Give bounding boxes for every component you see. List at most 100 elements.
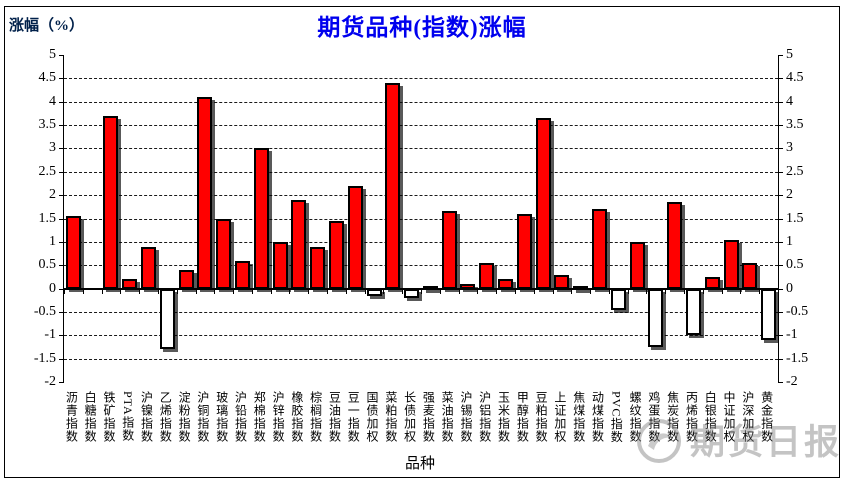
y-tick-label-left: -1.5 [33,350,56,366]
y-tick [59,358,64,360]
y-tick-label-left: 1 [49,233,56,249]
y-tick [59,311,64,313]
y-tick-label-left: 2 [49,187,56,203]
y-tick-label-left: 1.5 [38,210,57,226]
bar-焦炭指数 [667,202,683,289]
y-tick [778,288,783,290]
bar-豆粕指数 [535,118,551,289]
category-tick [778,289,779,294]
y-tick-label-right: -1.5 [786,350,809,366]
category-tick [740,289,742,294]
category-label: 甲醇指数 [515,391,530,443]
category-label: 鸡蛋指数 [646,391,661,443]
grid-line [64,265,778,267]
category-label: 沪铅指数 [233,391,248,443]
y-tick [59,265,64,267]
bar-黄金指数 [761,288,777,340]
category-tick [176,289,178,294]
category-label: PVC指数 [609,391,624,444]
category-tick [345,289,347,294]
category-label: 沪镍指数 [139,391,154,443]
grid-line [64,218,778,220]
category-tick [383,289,385,294]
bar-鸡蛋指数 [648,288,664,347]
category-tick [101,289,103,294]
category-label: 菜油指数 [440,391,455,443]
category-tick [665,289,667,294]
bar-豆一指数 [347,185,363,289]
y-tick-label-left: -2 [44,374,56,389]
category-label: 白银指数 [703,391,718,443]
category-label: 乙烯指数 [158,391,173,443]
y-tick-label-left: -0.5 [33,303,56,319]
category-label: 沪锌指数 [271,391,286,443]
category-label: 豆油指数 [327,391,342,443]
bar-甲醇指数 [516,213,532,289]
category-label: 上证加权 [552,391,567,443]
y-tick-label-left: 5 [49,47,56,62]
y-tick [59,335,64,337]
category-label: 淀粉指数 [177,391,192,443]
category-tick [308,289,310,294]
grid-line [64,335,778,337]
category-tick [251,289,253,294]
bar-白银指数 [704,276,720,289]
bar-长债加权 [404,288,420,298]
grid-line [64,195,778,197]
y-tick [778,195,783,197]
category-tick [195,289,197,294]
bar-沪镍指数 [141,246,157,289]
grid-line [64,148,778,150]
bar-菜粕指数 [385,83,401,289]
category-label: 沪铜指数 [195,391,210,443]
category-tick [270,289,272,294]
category-label: 螺纹指数 [628,391,643,443]
bar-强麦指数 [422,286,438,291]
bar-沪铝指数 [479,262,495,289]
y-tick [59,195,64,197]
category-tick [477,289,479,294]
category-tick [439,289,441,294]
y-tick-label-left: -1 [44,327,56,343]
y-tick [778,311,783,313]
y-tick-label-right: 5 [786,47,793,62]
category-tick [590,289,592,294]
bar-螺纹指数 [629,241,645,289]
category-tick [402,289,404,294]
y-tick-label-left: 0 [49,280,56,296]
y-tick-label-right: 1.5 [786,210,804,226]
y-tick-label-left: 4.5 [38,70,57,86]
category-label: 动煤指数 [590,391,605,443]
bar-铁矿指数 [103,115,119,289]
y-tick [778,241,783,243]
category-label: 焦炭指数 [665,391,680,443]
category-tick [289,289,291,294]
category-label: 沪铝指数 [477,391,492,443]
category-label: 长债加权 [402,391,417,443]
bar-上证加权 [554,274,570,289]
category-tick [702,289,704,294]
bar-动煤指数 [592,209,607,289]
category-label: 玉米指数 [496,391,511,443]
y-tick-label-right: 0 [786,280,793,296]
category-tick [684,289,686,294]
y-tick-label-right: 2 [786,187,793,203]
grid-line [64,358,778,360]
category-tick [533,289,535,294]
y-tick-label-right: 2.5 [786,163,804,179]
category-tick [571,289,573,294]
category-label: 菜粕指数 [383,391,398,443]
bar-玻璃指数 [216,218,232,289]
grid-line [64,311,778,313]
y-tick-label-right: 4.5 [786,70,804,86]
category-tick [364,289,366,294]
y-tick [778,382,783,383]
category-label: 棕榈指数 [308,391,323,443]
y-tick [59,78,64,80]
category-tick [496,289,498,294]
grid-line [64,241,778,243]
y-tick [778,125,783,127]
y-tick [778,78,783,80]
y-tick [59,101,64,103]
category-label: 白糖指数 [83,391,98,443]
